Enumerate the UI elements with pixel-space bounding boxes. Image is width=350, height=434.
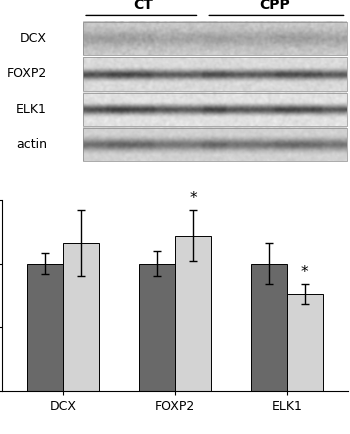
- Bar: [251, 263, 287, 434]
- Text: FOXP2: FOXP2: [7, 67, 47, 80]
- Text: actin: actin: [16, 138, 47, 151]
- Bar: [175, 236, 211, 434]
- Bar: [27, 263, 63, 434]
- Text: CPP: CPP: [259, 0, 290, 12]
- Bar: [287, 294, 323, 434]
- Text: *: *: [189, 191, 197, 206]
- Bar: [83, 22, 346, 55]
- Bar: [63, 243, 99, 434]
- Bar: [83, 128, 346, 161]
- Text: *: *: [301, 265, 308, 280]
- Text: CT: CT: [133, 0, 153, 12]
- Text: ELK1: ELK1: [16, 102, 47, 115]
- Text: DCX: DCX: [20, 32, 47, 45]
- Bar: [139, 263, 175, 434]
- Bar: [83, 57, 346, 91]
- Bar: [83, 92, 346, 126]
